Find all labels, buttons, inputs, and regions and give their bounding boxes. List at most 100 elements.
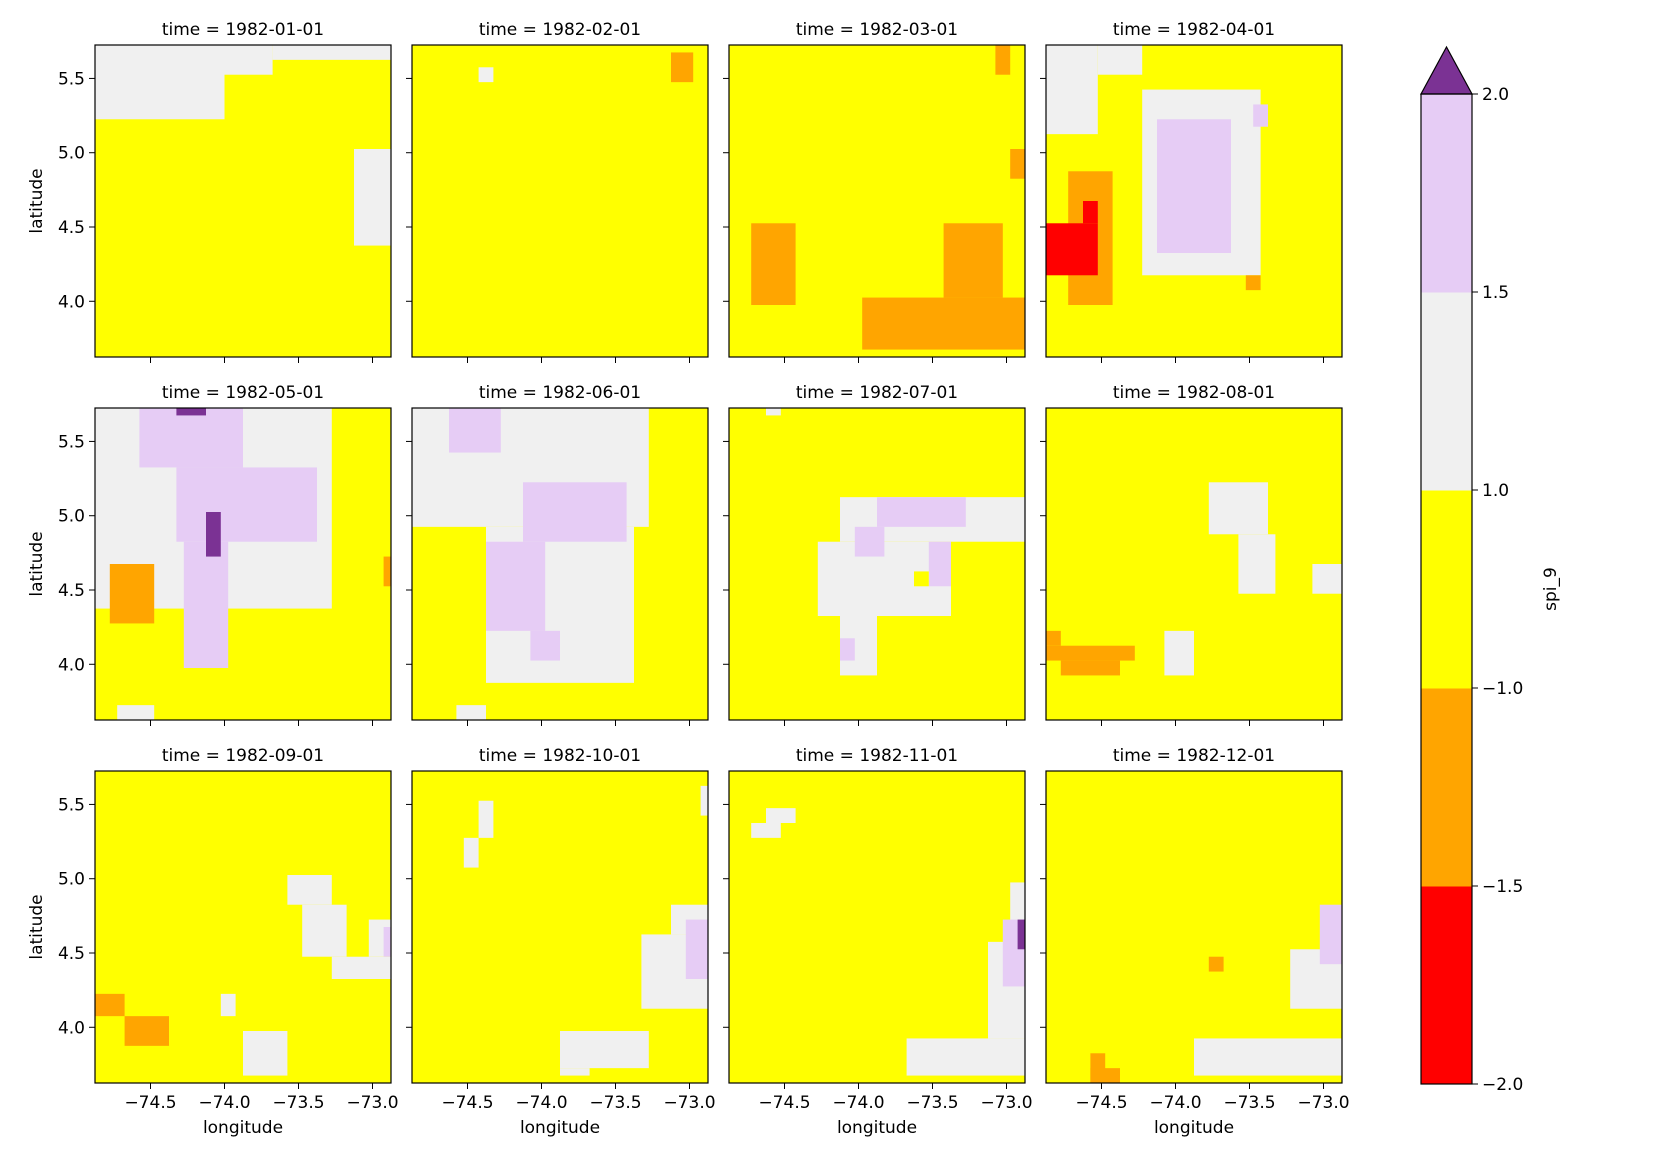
heatmap-cell-region bbox=[272, 45, 391, 60]
panel-1982-06-01: time = 1982-06-01 bbox=[406, 383, 709, 726]
x-tick-label: −73.0 bbox=[663, 1093, 715, 1113]
panel-title: time = 1982-08-01 bbox=[1113, 383, 1275, 403]
heatmap-cell-region bbox=[1060, 660, 1120, 676]
colorbar-segment bbox=[1421, 886, 1472, 1085]
colorbar-label: spi_9 bbox=[1541, 567, 1561, 611]
heatmap-cell-region bbox=[877, 497, 966, 527]
heatmap-cell-region bbox=[95, 45, 225, 120]
y-tick-label: 4.0 bbox=[58, 1018, 85, 1038]
panel-frame bbox=[728, 770, 1026, 1084]
heatmap-cell-region bbox=[302, 904, 347, 957]
x-tick-label: −73.0 bbox=[346, 1093, 398, 1113]
heatmap-cell-region bbox=[486, 541, 546, 631]
heatmap-cell-region bbox=[530, 630, 560, 661]
heatmap-cell-region bbox=[523, 482, 627, 542]
panel-frame bbox=[728, 407, 1026, 721]
x-tick-label: −73.5 bbox=[272, 1093, 324, 1113]
panel-title: time = 1982-10-01 bbox=[479, 746, 641, 766]
panel-1982-02-01: time = 1982-02-01 bbox=[406, 20, 709, 363]
heatmap-cell-region bbox=[95, 993, 125, 1017]
colorbar-frame bbox=[1420, 93, 1473, 1085]
heatmap-cell-region bbox=[862, 297, 1025, 350]
heatmap-cell-region bbox=[449, 408, 501, 453]
x-tick-label: −73.5 bbox=[589, 1093, 641, 1113]
x-tick-label: −74.0 bbox=[1149, 1093, 1201, 1113]
y-tick-label: 4.5 bbox=[58, 944, 85, 964]
y-tick-label: 4.0 bbox=[58, 655, 85, 675]
heatmap-cell-region bbox=[995, 45, 1011, 75]
panel-frame bbox=[1045, 770, 1343, 1084]
heatmap-cell-region bbox=[220, 993, 236, 1017]
panel-title: time = 1982-02-01 bbox=[479, 20, 641, 40]
heatmap-cell-region bbox=[1083, 201, 1098, 224]
colorbar-tick-label: −1.0 bbox=[1482, 679, 1523, 699]
x-axis-label: longitude bbox=[837, 1118, 917, 1138]
colorbar-tick-label: 1.5 bbox=[1482, 283, 1509, 303]
panel-title: time = 1982-04-01 bbox=[1113, 20, 1275, 40]
x-tick-label: −74.0 bbox=[198, 1093, 250, 1113]
heatmap-cell-region bbox=[1046, 630, 1061, 646]
colorbar-tick-label: −1.5 bbox=[1482, 877, 1523, 897]
y-tick-label: 4.5 bbox=[58, 581, 85, 601]
panel-1982-08-01: time = 1982-08-01 bbox=[1040, 383, 1343, 726]
x-axis-label: longitude bbox=[1154, 1118, 1234, 1138]
facet-panels: time = 1982-01-014.04.55.05.5latitudetim… bbox=[27, 20, 1350, 1138]
panel-1982-07-01: time = 1982-07-01 bbox=[723, 383, 1026, 726]
heatmap-cell-region bbox=[766, 408, 781, 416]
x-tick-label: −74.0 bbox=[832, 1093, 884, 1113]
heatmap-cell-region bbox=[685, 919, 708, 979]
heatmap-cell-region bbox=[117, 705, 155, 720]
x-axis-label: longitude bbox=[203, 1118, 283, 1138]
heatmap-cell-region bbox=[383, 927, 391, 957]
colorbar-segment bbox=[1421, 490, 1472, 689]
heatmap-cell-region bbox=[1312, 564, 1342, 594]
heatmap-cell-region bbox=[560, 1031, 649, 1069]
heatmap-cell-region bbox=[928, 541, 951, 587]
heatmap-cell-region bbox=[1319, 904, 1342, 965]
colorbar-segment bbox=[1421, 94, 1472, 293]
x-tick-label: −73.0 bbox=[980, 1093, 1032, 1113]
panel-title: time = 1982-11-01 bbox=[796, 746, 958, 766]
panel-frame bbox=[411, 407, 709, 721]
heatmap-cell-region bbox=[1010, 149, 1025, 179]
panel-1982-01-01: time = 1982-01-01 4.0 4.5 5.0 5.5 latitude bbox=[27, 20, 392, 363]
heatmap-cell-region bbox=[109, 564, 155, 624]
heatmap-cell-region bbox=[914, 571, 929, 587]
heatmap-cell-region bbox=[840, 638, 855, 661]
panel-1982-05-01: time = 1982-05-01 4.0 4.5 5.0 5.5 latitude bbox=[27, 383, 392, 726]
panel-frame bbox=[94, 44, 392, 358]
heatmap-cell-region bbox=[1194, 1038, 1342, 1076]
panel-title: time = 1982-01-01 bbox=[162, 20, 324, 40]
heatmap-cell-region bbox=[183, 541, 229, 668]
heatmap-cell-region bbox=[560, 1068, 590, 1076]
panel-title: time = 1982-03-01 bbox=[796, 20, 958, 40]
heatmap-cell-region bbox=[463, 837, 479, 868]
panel-1982-03-01: time = 1982-03-01 bbox=[723, 20, 1026, 363]
colorbar-tick-label: −2.0 bbox=[1482, 1075, 1523, 1095]
x-tick-label: −73.5 bbox=[906, 1093, 958, 1113]
heatmap-cell-region bbox=[478, 67, 494, 83]
panel-frame bbox=[1045, 407, 1343, 721]
y-axis-label: latitude bbox=[27, 531, 47, 596]
heatmap-cell-region bbox=[354, 149, 391, 246]
heatmap-cell-region bbox=[1208, 482, 1268, 535]
panel-title: time = 1982-07-01 bbox=[796, 383, 958, 403]
panel-1982-11-01: time = 1982-11-01 −74.5 −74.0 −73.5 −73.0 lon… bbox=[723, 746, 1033, 1138]
heatmap-cell-region bbox=[224, 45, 273, 75]
panel-title: time = 1982-05-01 bbox=[162, 383, 324, 403]
panel-1982-12-01: time = 1982-12-01 −74.5 −74.0 −73.5 −73.0 lon… bbox=[1040, 746, 1350, 1138]
colorbar-tick-label: 1.0 bbox=[1482, 481, 1509, 501]
panel-title: time = 1982-09-01 bbox=[162, 746, 324, 766]
panel-1982-04-01: time = 1982-04-01 bbox=[1040, 20, 1343, 363]
panel-frame bbox=[411, 44, 709, 358]
panel-background bbox=[1046, 771, 1342, 1083]
heatmap-cell-region bbox=[1017, 919, 1025, 950]
heatmap-cell-region bbox=[478, 800, 494, 838]
x-axis-label: longitude bbox=[520, 1118, 600, 1138]
heatmap-cell-region bbox=[456, 705, 486, 720]
heatmap-cell-region bbox=[1046, 45, 1098, 135]
heatmap-cell-region bbox=[854, 526, 885, 557]
panel-title: time = 1982-06-01 bbox=[479, 383, 641, 403]
heatmap-cell-region bbox=[766, 808, 796, 823]
